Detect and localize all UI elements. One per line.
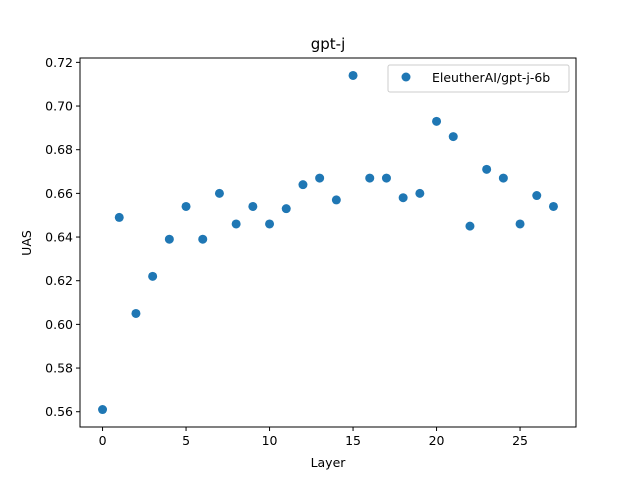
legend-entry-label: EleutherAI/gpt-j-6b bbox=[432, 70, 550, 85]
x-axis-ticks: 0 5 10 15 20 25 bbox=[99, 427, 528, 448]
x-tick-label: 20 bbox=[429, 433, 445, 448]
data-point bbox=[348, 70, 358, 80]
y-tick-label: 0.68 bbox=[45, 142, 73, 157]
y-tick-label: 0.70 bbox=[45, 99, 73, 114]
data-point bbox=[148, 271, 158, 281]
data-point bbox=[331, 195, 341, 205]
y-tick-label: 0.64 bbox=[45, 230, 73, 245]
plot-frame bbox=[79, 57, 577, 428]
data-point bbox=[415, 188, 425, 198]
data-point bbox=[482, 164, 492, 174]
data-point bbox=[181, 201, 191, 211]
y-tick-label: 0.56 bbox=[45, 404, 73, 419]
data-point bbox=[548, 201, 558, 211]
data-point bbox=[98, 405, 108, 415]
data-point bbox=[381, 173, 391, 183]
data-point bbox=[498, 173, 508, 183]
x-tick-label: 25 bbox=[512, 433, 528, 448]
x-axis-label: Layer bbox=[311, 455, 347, 470]
y-tick-label: 0.62 bbox=[45, 273, 73, 288]
y-tick-label: 0.58 bbox=[45, 361, 73, 376]
data-point bbox=[131, 308, 141, 318]
data-point bbox=[532, 191, 542, 201]
x-tick-label: 0 bbox=[99, 433, 107, 448]
x-tick-label: 15 bbox=[345, 433, 361, 448]
data-point bbox=[114, 212, 124, 222]
y-tick-label: 0.72 bbox=[45, 55, 73, 70]
y-tick-label: 0.66 bbox=[45, 186, 73, 201]
data-point bbox=[515, 219, 525, 229]
legend: EleutherAI/gpt-j-6b bbox=[387, 64, 570, 93]
data-point bbox=[248, 201, 258, 211]
x-tick-label: 5 bbox=[182, 433, 190, 448]
data-point bbox=[365, 173, 375, 183]
data-point bbox=[315, 173, 325, 183]
y-axis-label: UAS bbox=[19, 230, 34, 256]
y-tick-label: 0.60 bbox=[45, 317, 73, 332]
chart-title: gpt-j bbox=[311, 35, 346, 53]
data-points bbox=[98, 70, 558, 415]
data-point bbox=[398, 193, 408, 203]
data-point bbox=[265, 219, 275, 229]
data-point bbox=[298, 180, 308, 190]
legend-marker bbox=[401, 72, 411, 82]
y-axis-ticks: 0.56 0.58 0.60 0.62 0.64 0.66 0.68 0.70 0.72 bbox=[45, 55, 80, 419]
data-point bbox=[214, 188, 224, 198]
data-point bbox=[432, 116, 442, 126]
data-point bbox=[164, 234, 174, 244]
data-point bbox=[231, 219, 241, 229]
data-point bbox=[448, 132, 458, 142]
data-point bbox=[198, 234, 208, 244]
x-tick-label: 10 bbox=[262, 433, 278, 448]
data-point bbox=[465, 221, 475, 231]
data-point bbox=[281, 204, 291, 214]
legend-box bbox=[387, 64, 570, 93]
